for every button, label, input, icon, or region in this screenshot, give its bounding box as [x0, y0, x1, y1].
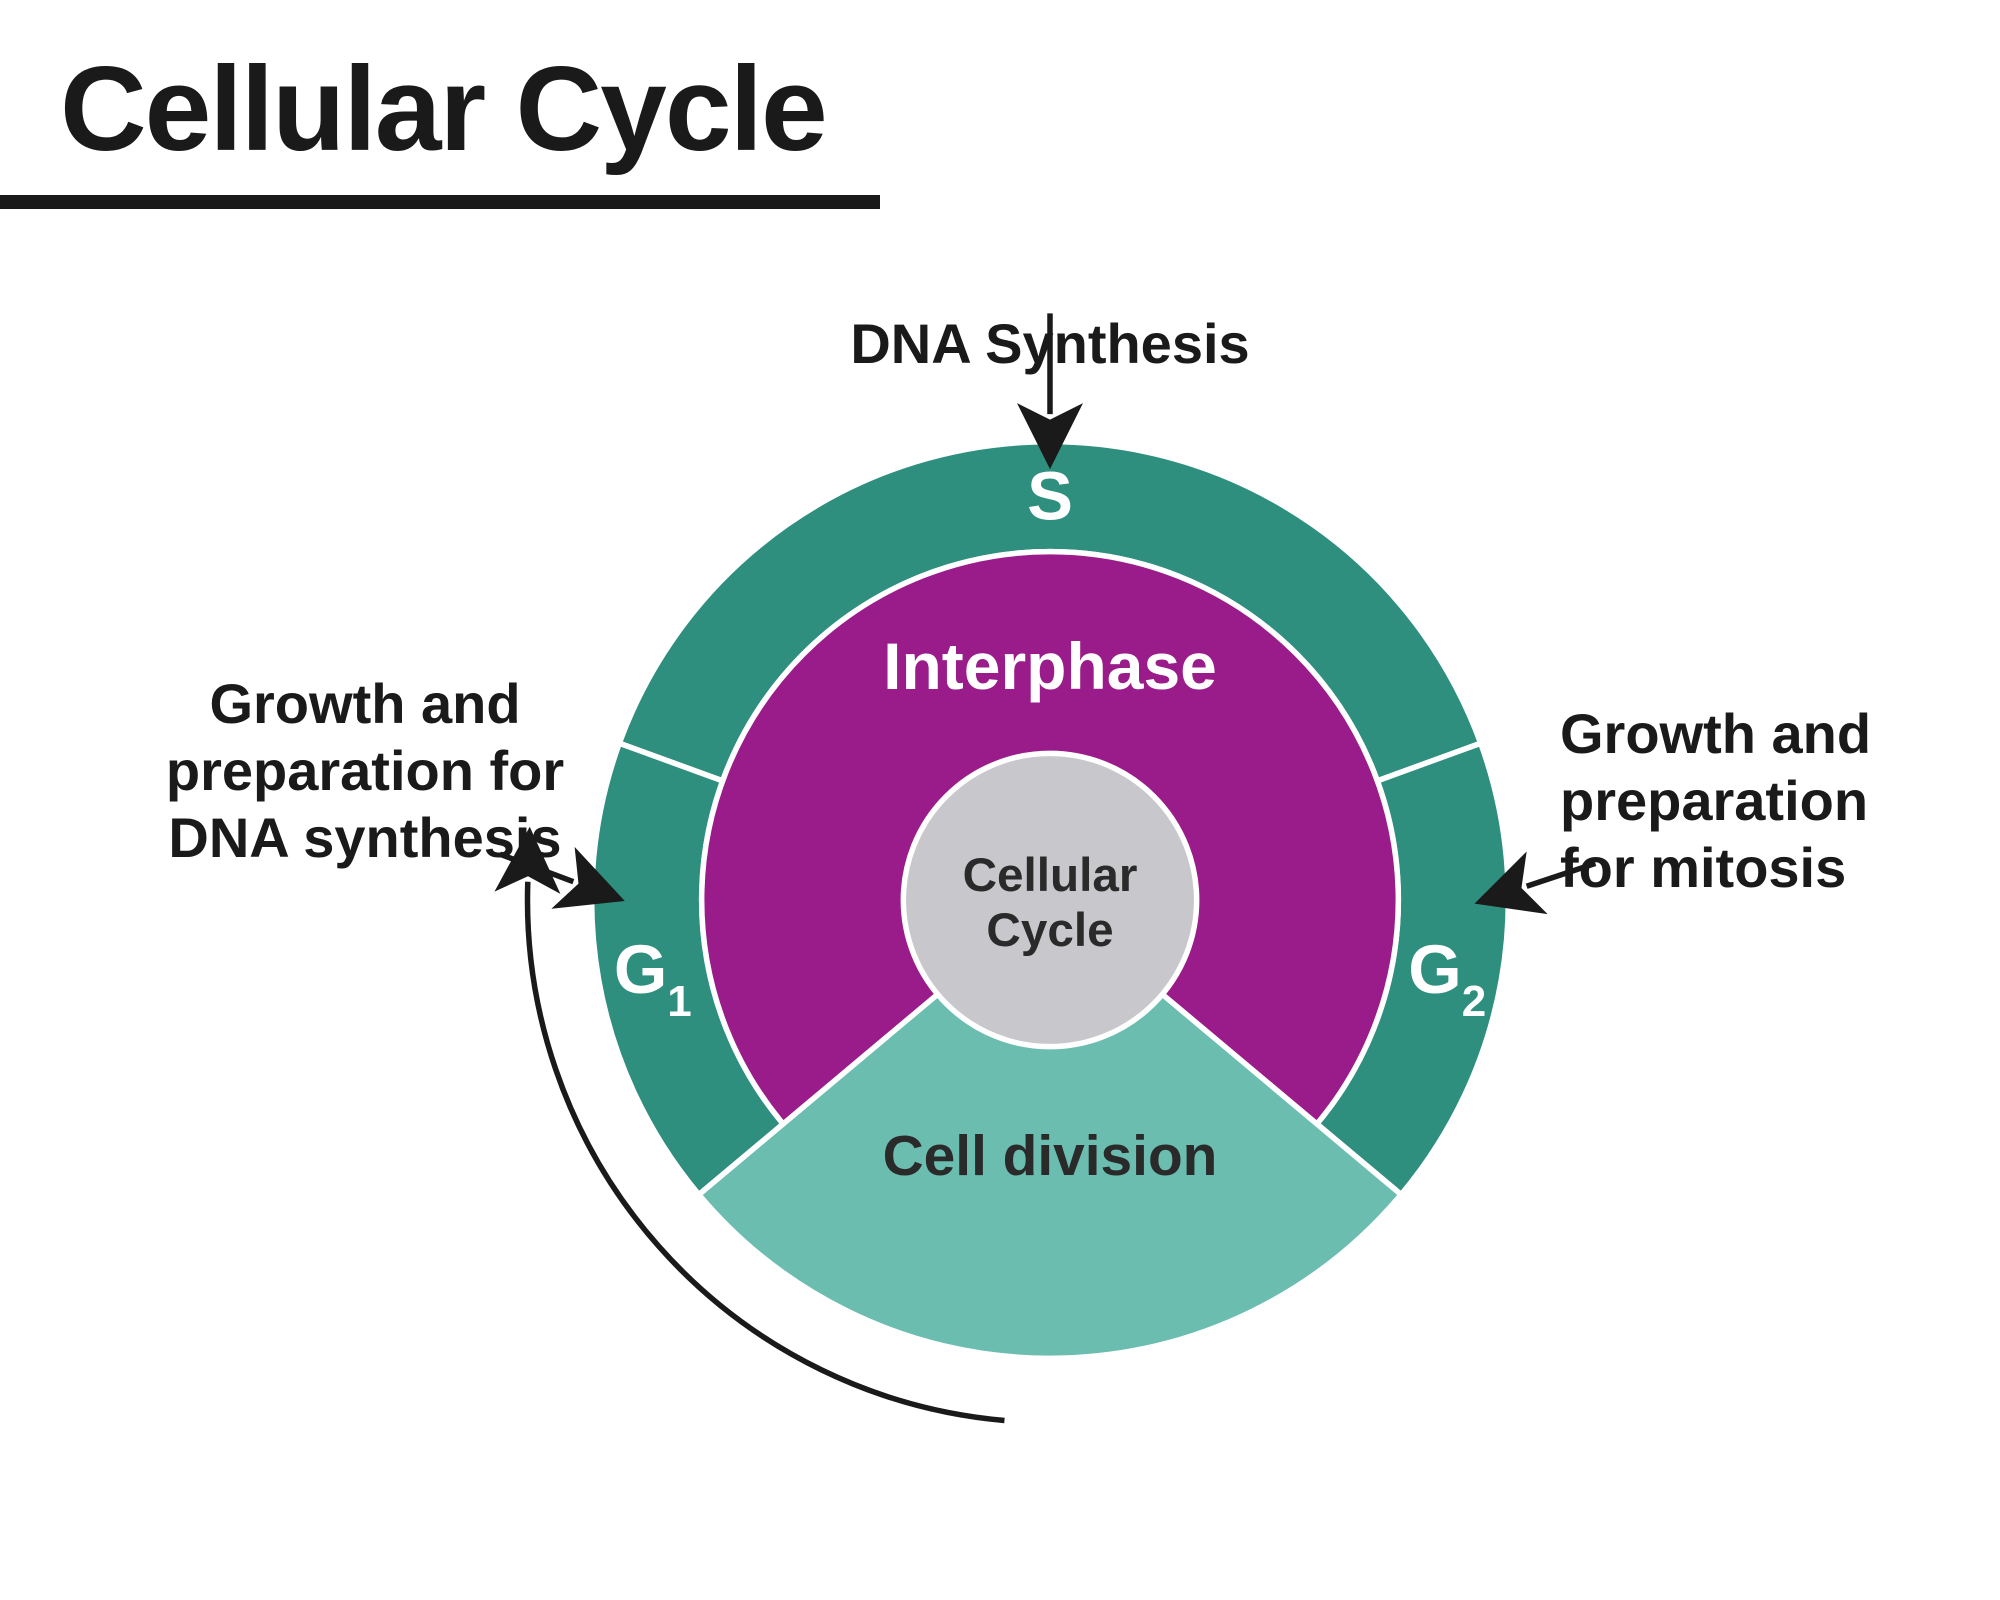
segment-label-S: S — [1027, 458, 1073, 535]
annotation-g2: Growth and preparation for mitosis — [1560, 700, 1960, 902]
cycle-diagram: SG2G1 InterphaseCell divisionCellularCyc… — [500, 350, 1600, 1450]
page-title: Cellular Cycle — [60, 40, 826, 178]
page: Cellular Cycle DNA Synthesis Growth and … — [0, 0, 2000, 1600]
center-label-1: Cellular — [963, 849, 1138, 902]
interphase-label: Interphase — [883, 629, 1217, 703]
title-underline — [0, 195, 880, 209]
arrow-g2 — [1527, 863, 1596, 886]
cell-division-label: Cell division — [883, 1125, 1218, 1188]
cycle-svg: SG2G1 InterphaseCell divisionCellularCyc… — [500, 350, 1600, 1450]
arrow-g1 — [500, 854, 573, 882]
center-label-2: Cycle — [986, 904, 1113, 957]
annotation-g2-text: Growth and preparation for mitosis — [1560, 700, 1960, 902]
